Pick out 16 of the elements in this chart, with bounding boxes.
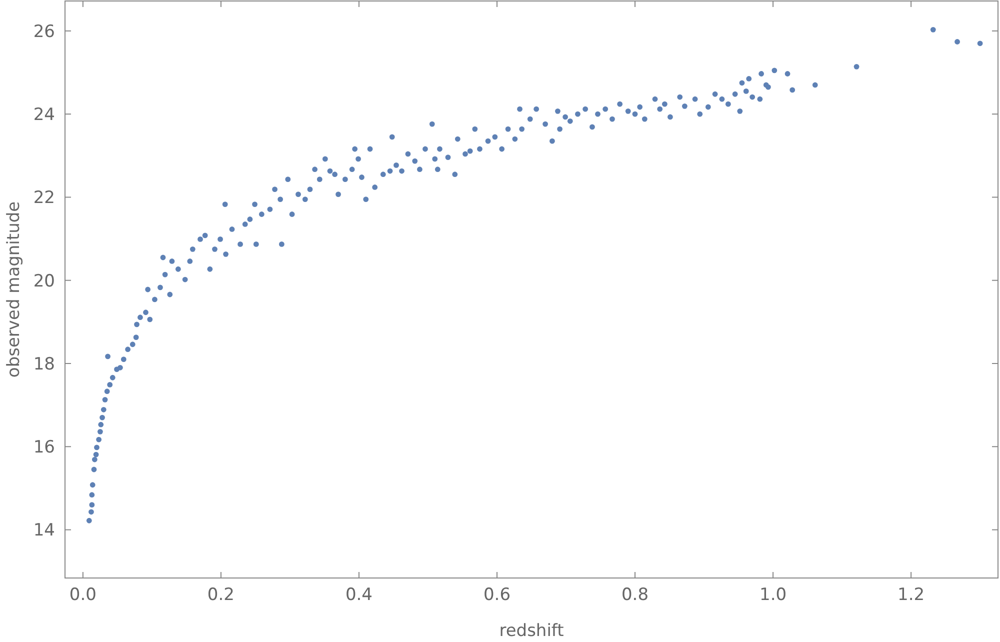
x-axis-title: redshift xyxy=(499,621,564,641)
x-tick-label: 0.4 xyxy=(345,585,372,605)
y-tick-label: 26 xyxy=(33,22,55,42)
x-tick-label: 0.0 xyxy=(69,585,96,605)
x-tick-label: 0.8 xyxy=(621,585,649,605)
y-tick-label: 22 xyxy=(33,188,55,208)
y-tick-label: 24 xyxy=(33,105,55,126)
y-tick-label: 14 xyxy=(33,520,55,541)
y-axis-title: observed magnitude xyxy=(4,201,24,378)
y-tick-label: 16 xyxy=(33,438,55,458)
y-tick-label: 18 xyxy=(33,354,55,374)
x-tick-label: 1.2 xyxy=(898,585,925,605)
x-tick-label: 1.0 xyxy=(760,585,787,605)
x-tick-label: 0.2 xyxy=(207,585,234,605)
y-tick-label: 20 xyxy=(33,271,55,292)
x-tick-label: 0.6 xyxy=(483,585,511,605)
